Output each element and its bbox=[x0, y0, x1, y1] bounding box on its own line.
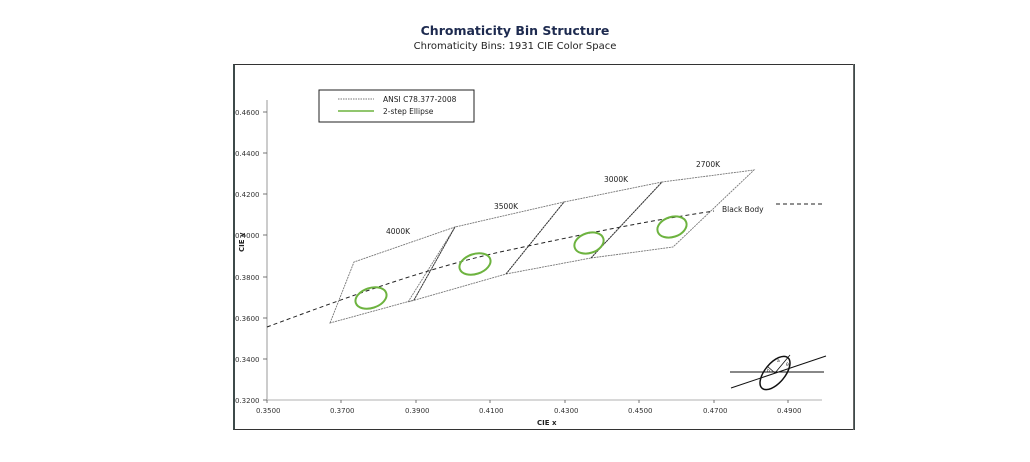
label-3500k: 3500K bbox=[494, 202, 519, 211]
y-tick-label: 0.4000 bbox=[235, 232, 260, 240]
bin-4000k bbox=[329, 226, 456, 324]
x-tick-label: 0.3500 bbox=[256, 407, 281, 415]
x-tick-label: 0.4100 bbox=[479, 407, 504, 415]
legend: ANSI C78.377-2008 2-step Ellipse bbox=[318, 89, 475, 123]
y-tick-label: 0.4600 bbox=[235, 109, 260, 117]
chart-frame-inner-line bbox=[853, 64, 854, 430]
ellipse-parameter-diagram-icon: a b θ bbox=[730, 354, 827, 391]
y-tick-label: 0.3600 bbox=[235, 315, 260, 323]
inset-label-b: b bbox=[767, 368, 770, 374]
y-axis: 0.4600 0.4400 0.4200 0.4000 0.3800 0.360… bbox=[235, 100, 268, 405]
y-tick-label: 0.3400 bbox=[235, 356, 260, 364]
label-4000k: 4000K bbox=[386, 227, 411, 236]
chart-subtitle: Chromaticity Bins: 1931 CIE Color Space bbox=[413, 41, 617, 52]
ellipses bbox=[354, 215, 688, 310]
label-black-body: Black Body bbox=[722, 205, 764, 214]
y-tick-label: 0.3800 bbox=[235, 274, 260, 282]
ellipse-3000k bbox=[573, 231, 605, 255]
ellipse-4000k bbox=[354, 286, 388, 310]
y-tick-label: 0.4200 bbox=[235, 191, 260, 199]
bin-2700k bbox=[589, 169, 756, 259]
inset-label-a: a bbox=[777, 359, 780, 364]
bin-3500k bbox=[406, 201, 566, 303]
label-2700k: 2700K bbox=[696, 160, 721, 169]
x-tick-label: 0.3700 bbox=[330, 407, 355, 415]
x-tick-label: 0.4900 bbox=[777, 407, 802, 415]
y-tick-label: 0.3200 bbox=[235, 397, 260, 405]
x-axis-title: CIE x bbox=[537, 419, 557, 427]
x-tick-label: 0.4700 bbox=[703, 407, 728, 415]
x-axis: 0.3500 0.3700 0.3900 0.4100 0.4300 0.450… bbox=[256, 399, 822, 427]
chart-title: Chromaticity Bin Structure bbox=[420, 23, 610, 38]
y-tick-label: 0.4400 bbox=[235, 150, 260, 158]
chart-frame bbox=[233, 64, 855, 430]
legend-label-ansi: ANSI C78.377-2008 bbox=[383, 95, 457, 104]
x-tick-label: 0.4500 bbox=[628, 407, 653, 415]
label-3000k: 3000K bbox=[604, 175, 629, 184]
ellipse-2700k bbox=[656, 215, 688, 239]
y-axis-title: CIE y bbox=[238, 232, 246, 252]
black-body-curve bbox=[266, 210, 715, 328]
ellipse-3500k bbox=[458, 252, 492, 276]
bin-3000k bbox=[504, 181, 664, 275]
ansi-bins bbox=[329, 169, 756, 324]
x-tick-label: 0.4300 bbox=[554, 407, 579, 415]
inset-label-theta: θ bbox=[786, 362, 789, 368]
legend-label-ellipse: 2-step Ellipse bbox=[383, 107, 434, 116]
x-tick-label: 0.3900 bbox=[405, 407, 430, 415]
